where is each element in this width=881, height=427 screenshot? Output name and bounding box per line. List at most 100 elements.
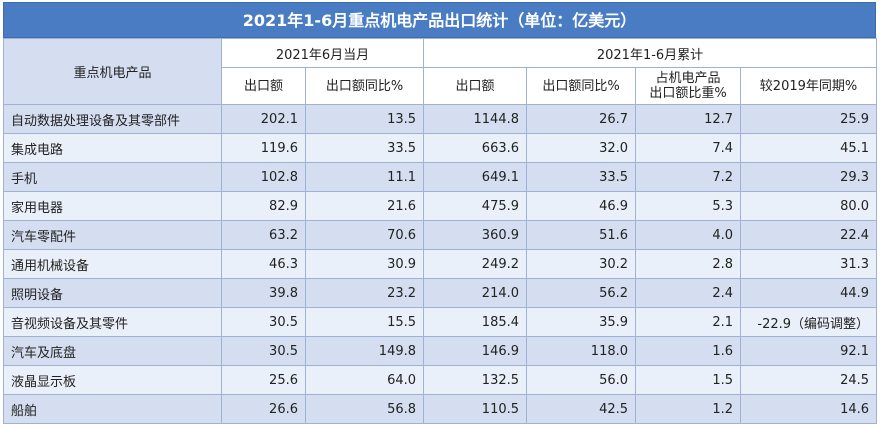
june-export-cell: 119.6 — [221, 133, 306, 163]
june-export-cell: 26.6 — [221, 394, 306, 424]
june-export-cell: 25.6 — [221, 365, 306, 395]
ytd-export-cell: 214.0 — [423, 278, 528, 308]
header-june-export: 出口额 — [221, 67, 306, 105]
vs2019-cell: 45.1 — [740, 133, 878, 163]
product-name-cell: 通用机械设备 — [3, 249, 222, 279]
ytd-yoy-cell: 26.7 — [526, 104, 637, 134]
header-group-ytd: 2021年1-6月累计 — [423, 38, 878, 68]
june-export-cell: 63.2 — [221, 220, 306, 250]
table-row: 液晶显示板 25.6 64.0 132.5 56.0 1.5 24.5 — [3, 365, 878, 395]
table-row: 汽车零配件 63.2 70.6 360.9 51.6 4.0 22.4 — [3, 220, 878, 250]
table-row: 通用机械设备 46.3 30.9 249.2 30.2 2.8 31.3 — [3, 249, 878, 279]
vs2019-cell: -22.9（编码调整） — [740, 307, 878, 337]
vs2019-cell: 25.9 — [740, 104, 878, 134]
header-share-line1: 占机电产品 — [655, 71, 721, 86]
share-cell: 2.1 — [635, 307, 742, 337]
report-container: 2021年1-6月重点机电产品出口统计（单位：亿美元） 重点机电产品 2021年… — [3, 2, 878, 424]
vs2019-cell: 44.9 — [740, 278, 878, 308]
june-yoy-cell: 15.5 — [304, 307, 425, 337]
header-share-line2: 出口额比重% — [649, 86, 727, 101]
share-cell: 7.4 — [635, 133, 742, 163]
product-name-cell: 手机 — [3, 162, 222, 192]
product-name-cell: 自动数据处理设备及其零部件 — [3, 104, 222, 134]
ytd-export-cell: 110.5 — [423, 394, 528, 424]
header-row-groups: 重点机电产品 2021年6月当月 2021年1-6月累计 — [3, 38, 878, 105]
june-export-cell: 202.1 — [221, 104, 306, 134]
header-june-yoy: 出口额同比% — [304, 67, 425, 105]
table-row: 手机 102.8 11.1 649.1 33.5 7.2 29.3 — [3, 162, 878, 192]
product-name-cell: 集成电路 — [3, 133, 222, 163]
ytd-yoy-cell: 32.0 — [526, 133, 637, 163]
june-yoy-cell: 23.2 — [304, 278, 425, 308]
product-name-cell: 船舶 — [3, 394, 222, 424]
share-cell: 2.8 — [635, 249, 742, 279]
table-row: 音视频设备及其零件 30.5 15.5 185.4 35.9 2.1 -22.9（编码调整） — [3, 307, 878, 337]
table-row: 家用电器 82.9 21.6 475.9 46.9 5.3 80.0 — [3, 191, 878, 221]
table-title: 2021年1-6月重点机电产品出口统计（单位：亿美元） — [3, 2, 876, 38]
share-cell: 1.6 — [635, 336, 742, 366]
ytd-yoy-cell: 42.5 — [526, 394, 637, 424]
ytd-export-cell: 663.6 — [423, 133, 528, 163]
product-name-cell: 液晶显示板 — [3, 365, 222, 395]
header-share: 占机电产品 出口额比重% — [635, 67, 742, 105]
ytd-yoy-cell: 51.6 — [526, 220, 637, 250]
june-export-cell: 30.5 — [221, 336, 306, 366]
product-name-cell: 家用电器 — [3, 191, 222, 221]
header-group-june: 2021年6月当月 — [220, 38, 425, 68]
june-export-cell: 82.9 — [221, 191, 306, 221]
product-name-cell: 照明设备 — [3, 278, 222, 308]
table-row: 汽车及底盘 30.5 149.8 146.9 118.0 1.6 92.1 — [3, 336, 878, 366]
june-yoy-cell: 21.6 — [304, 191, 425, 221]
ytd-export-cell: 185.4 — [423, 307, 528, 337]
ytd-yoy-cell: 33.5 — [526, 162, 637, 192]
header-row-columns: 出口额 出口额同比% 出口额 出口额同比% 占机电产品 出口额比重% 较2019… — [4, 67, 878, 105]
june-yoy-cell: 33.5 — [304, 133, 425, 163]
june-yoy-cell: 30.9 — [304, 249, 425, 279]
vs2019-cell: 22.4 — [740, 220, 878, 250]
table-body: 自动数据处理设备及其零部件 202.1 13.5 1144.8 26.7 12.7 25.9… — [3, 104, 878, 424]
june-export-cell: 39.8 — [221, 278, 306, 308]
vs2019-cell: 24.5 — [740, 365, 878, 395]
vs2019-cell: 14.6 — [740, 394, 878, 424]
ytd-yoy-cell: 30.2 — [526, 249, 637, 279]
ytd-export-cell: 249.2 — [423, 249, 528, 279]
ytd-export-cell: 1144.8 — [423, 104, 528, 134]
ytd-export-cell: 475.9 — [423, 191, 528, 221]
june-export-cell: 46.3 — [221, 249, 306, 279]
ytd-yoy-cell: 118.0 — [526, 336, 637, 366]
vs2019-cell: 92.1 — [740, 336, 878, 366]
ytd-yoy-cell: 35.9 — [526, 307, 637, 337]
ytd-export-cell: 146.9 — [423, 336, 528, 366]
header-ytd-export: 出口额 — [423, 67, 528, 105]
june-yoy-cell: 70.6 — [304, 220, 425, 250]
june-yoy-cell: 11.1 — [304, 162, 425, 192]
share-cell: 2.4 — [635, 278, 742, 308]
share-cell: 1.2 — [635, 394, 742, 424]
june-export-cell: 30.5 — [221, 307, 306, 337]
product-name-cell: 音视频设备及其零件 — [3, 307, 222, 337]
ytd-export-cell: 649.1 — [423, 162, 528, 192]
june-export-cell: 102.8 — [221, 162, 306, 192]
ytd-yoy-cell: 56.2 — [526, 278, 637, 308]
header-product: 重点机电产品 — [3, 38, 222, 105]
ytd-export-cell: 360.9 — [423, 220, 528, 250]
table-row: 集成电路 119.6 33.5 663.6 32.0 7.4 45.1 — [3, 133, 878, 163]
june-yoy-cell: 13.5 — [304, 104, 425, 134]
header-vs2019: 较2019年同期% — [740, 67, 878, 105]
june-yoy-cell: 64.0 — [304, 365, 425, 395]
share-cell: 4.0 — [635, 220, 742, 250]
vs2019-cell: 80.0 — [740, 191, 878, 221]
ytd-yoy-cell: 46.9 — [526, 191, 637, 221]
share-cell: 5.3 — [635, 191, 742, 221]
vs2019-cell: 29.3 — [740, 162, 878, 192]
product-name-cell: 汽车零配件 — [3, 220, 222, 250]
ytd-export-cell: 132.5 — [423, 365, 528, 395]
share-cell: 7.2 — [635, 162, 742, 192]
header-ytd-yoy: 出口额同比% — [526, 67, 637, 105]
share-cell: 12.7 — [635, 104, 742, 134]
vs2019-cell: 31.3 — [740, 249, 878, 279]
table-row: 船舶 26.6 56.8 110.5 42.5 1.2 14.6 — [3, 394, 878, 424]
june-yoy-cell: 56.8 — [304, 394, 425, 424]
table-row: 自动数据处理设备及其零部件 202.1 13.5 1144.8 26.7 12.7 25.9 — [3, 104, 878, 134]
share-cell: 1.5 — [635, 365, 742, 395]
